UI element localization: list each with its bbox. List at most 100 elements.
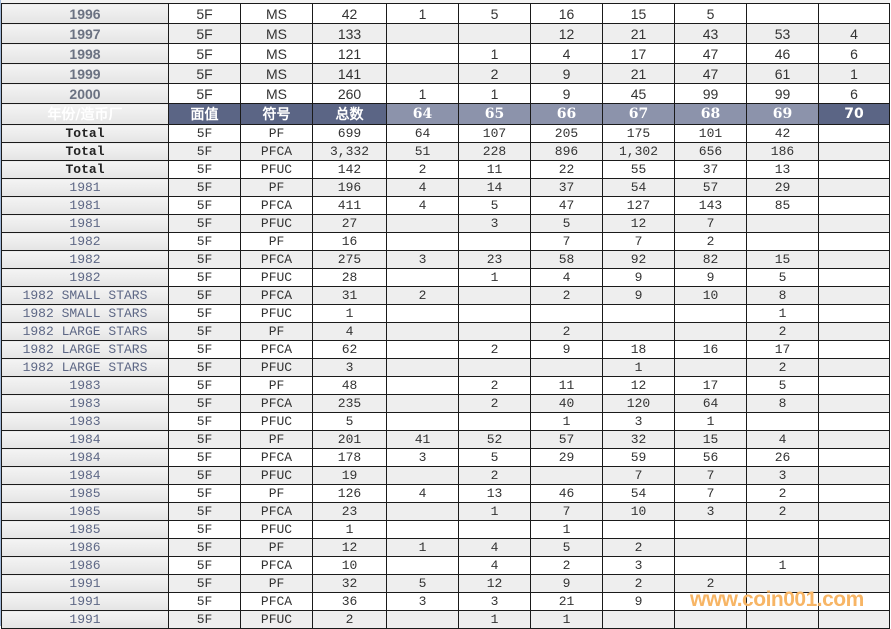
table-cell[interactable] bbox=[818, 3, 890, 24]
table-cell[interactable] bbox=[386, 63, 459, 84]
table-cell[interactable]: 1983 bbox=[1, 376, 169, 395]
table-cell[interactable]: 5F bbox=[168, 556, 241, 575]
table-cell[interactable]: 5F bbox=[168, 538, 241, 557]
table-cell[interactable]: PFCA bbox=[240, 142, 313, 161]
table-cell[interactable]: 1999 bbox=[1, 63, 169, 84]
table-cell[interactable]: 99 bbox=[674, 83, 747, 104]
table-cell[interactable]: 5F bbox=[168, 142, 241, 161]
table-cell[interactable] bbox=[602, 322, 675, 341]
table-cell[interactable]: PFCA bbox=[240, 196, 313, 215]
table-cell[interactable]: 5F bbox=[168, 448, 241, 467]
table-cell[interactable]: 1996 bbox=[1, 3, 169, 24]
table-cell[interactable]: 99 bbox=[746, 83, 819, 104]
table-cell[interactable]: 1 bbox=[458, 268, 531, 287]
table-cell[interactable] bbox=[818, 358, 890, 377]
table-cell[interactable]: 61 bbox=[746, 63, 819, 84]
table-cell[interactable]: 7 bbox=[602, 232, 675, 251]
table-cell[interactable] bbox=[386, 322, 459, 341]
table-cell[interactable]: PFCA bbox=[240, 340, 313, 359]
table-cell[interactable]: 9 bbox=[530, 574, 603, 593]
table-cell[interactable]: 5F bbox=[168, 232, 241, 251]
table-cell[interactable]: MS bbox=[240, 83, 313, 104]
table-cell[interactable] bbox=[818, 538, 890, 557]
table-cell[interactable]: 9 bbox=[530, 63, 603, 84]
table-cell[interactable]: PFUC bbox=[240, 520, 313, 539]
table-cell[interactable]: 16 bbox=[674, 340, 747, 359]
table-cell[interactable]: 12 bbox=[602, 214, 675, 233]
table-cell[interactable]: PF bbox=[240, 124, 313, 143]
table-cell[interactable]: 1984 bbox=[1, 466, 169, 485]
table-cell[interactable]: 2 bbox=[602, 538, 675, 557]
table-cell[interactable]: PF bbox=[240, 538, 313, 557]
table-cell[interactable] bbox=[818, 394, 890, 413]
table-cell[interactable]: 133 bbox=[312, 23, 387, 44]
table-cell[interactable]: 7 bbox=[530, 232, 603, 251]
table-cell[interactable]: 22 bbox=[530, 160, 603, 179]
table-cell[interactable]: 127 bbox=[602, 196, 675, 215]
table-cell[interactable]: 21 bbox=[602, 63, 675, 84]
table-cell[interactable]: 2 bbox=[602, 574, 675, 593]
table-cell[interactable] bbox=[674, 520, 747, 539]
table-cell[interactable]: 27 bbox=[312, 214, 387, 233]
table-cell[interactable]: 9 bbox=[602, 286, 675, 305]
table-cell[interactable]: 23 bbox=[312, 502, 387, 521]
table-cell[interactable] bbox=[746, 3, 819, 24]
table-cell[interactable]: 13 bbox=[746, 160, 819, 179]
table-cell[interactable]: 2 bbox=[312, 610, 387, 629]
table-cell[interactable]: 55 bbox=[602, 160, 675, 179]
table-cell[interactable]: 4 bbox=[746, 430, 819, 449]
table-cell[interactable]: 29 bbox=[530, 448, 603, 467]
table-cell[interactable]: 5F bbox=[168, 214, 241, 233]
table-cell[interactable]: 7 bbox=[674, 466, 747, 485]
table-cell[interactable]: 15 bbox=[674, 430, 747, 449]
table-cell[interactable]: 3 bbox=[458, 592, 531, 611]
table-cell[interactable] bbox=[386, 232, 459, 251]
table-cell[interactable]: 58 bbox=[530, 250, 603, 269]
table-cell[interactable]: 5F bbox=[168, 63, 241, 84]
table-cell[interactable]: 40 bbox=[530, 394, 603, 413]
table-cell[interactable] bbox=[386, 268, 459, 287]
table-cell[interactable]: 1982 SMALL STARS bbox=[1, 304, 169, 323]
table-cell[interactable]: 51 bbox=[386, 142, 459, 161]
table-cell[interactable]: 1981 bbox=[1, 178, 169, 197]
table-cell[interactable]: 85 bbox=[746, 196, 819, 215]
table-cell[interactable]: 2 bbox=[458, 340, 531, 359]
table-cell[interactable]: 12 bbox=[530, 23, 603, 44]
table-cell[interactable]: 1 bbox=[530, 520, 603, 539]
table-cell[interactable]: Total bbox=[1, 142, 169, 161]
table-cell[interactable]: 42 bbox=[312, 3, 387, 24]
table-cell[interactable]: 4 bbox=[530, 268, 603, 287]
column-header[interactable]: 70 bbox=[818, 103, 890, 125]
table-cell[interactable]: 275 bbox=[312, 250, 387, 269]
table-cell[interactable] bbox=[386, 304, 459, 323]
table-cell[interactable]: 9 bbox=[530, 340, 603, 359]
table-cell[interactable]: 64 bbox=[386, 124, 459, 143]
table-cell[interactable] bbox=[458, 304, 531, 323]
table-cell[interactable]: 9 bbox=[602, 592, 675, 611]
table-cell[interactable] bbox=[818, 304, 890, 323]
table-cell[interactable]: 5 bbox=[746, 268, 819, 287]
table-cell[interactable]: 4 bbox=[386, 484, 459, 503]
table-cell[interactable]: 5F bbox=[168, 592, 241, 611]
table-cell[interactable]: 46 bbox=[746, 43, 819, 64]
table-cell[interactable]: 3,332 bbox=[312, 142, 387, 161]
table-cell[interactable]: 175 bbox=[602, 124, 675, 143]
table-cell[interactable] bbox=[674, 322, 747, 341]
table-cell[interactable]: 10 bbox=[312, 556, 387, 575]
table-cell[interactable]: 31 bbox=[312, 286, 387, 305]
table-cell[interactable]: 1984 bbox=[1, 430, 169, 449]
table-cell[interactable]: 1981 bbox=[1, 196, 169, 215]
table-cell[interactable] bbox=[386, 556, 459, 575]
table-cell[interactable]: 2 bbox=[458, 394, 531, 413]
table-cell[interactable]: 1982 LARGE STARS bbox=[1, 340, 169, 359]
table-cell[interactable]: 2 bbox=[674, 232, 747, 251]
table-cell[interactable]: 5F bbox=[168, 340, 241, 359]
table-cell[interactable]: 3 bbox=[386, 448, 459, 467]
table-cell[interactable] bbox=[818, 520, 890, 539]
table-cell[interactable]: PFUC bbox=[240, 412, 313, 431]
table-cell[interactable]: 2 bbox=[386, 160, 459, 179]
table-cell[interactable] bbox=[386, 412, 459, 431]
table-cell[interactable]: PF bbox=[240, 574, 313, 593]
table-cell[interactable]: 4 bbox=[818, 23, 890, 44]
table-cell[interactable]: 52 bbox=[458, 430, 531, 449]
